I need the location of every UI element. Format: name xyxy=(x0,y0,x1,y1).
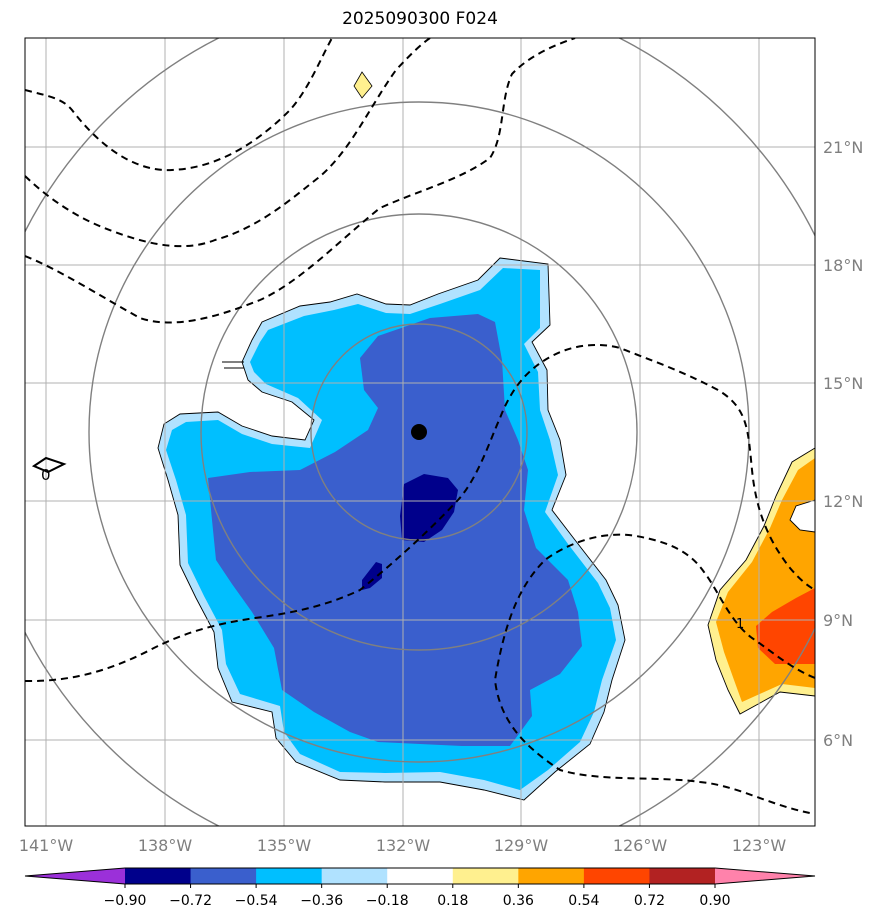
lon-tick-135w: 135°W xyxy=(257,836,312,855)
lat-tick-18n: 18°N xyxy=(823,256,863,275)
colorbar-extend-high xyxy=(715,868,815,884)
lon-tick-141w: 141°W xyxy=(19,836,74,855)
lon-tick-126w: 126°W xyxy=(613,836,668,855)
colorbar-segment xyxy=(518,868,585,884)
anomaly-outline xyxy=(157,257,626,801)
colorbar-tick-label: 0.72 xyxy=(634,893,665,909)
lon-tick-138w: 138°W xyxy=(138,836,193,855)
dashed-contours xyxy=(25,38,815,815)
anomaly-red-orange xyxy=(756,588,815,664)
anomaly-white-hole xyxy=(790,500,815,532)
lat-tick-21n: 21°N xyxy=(823,138,863,157)
colorbar-tick-label: 0.90 xyxy=(699,893,730,909)
graticule xyxy=(25,38,815,826)
colorbar-tick-label: 0.54 xyxy=(568,893,599,909)
colorbar-tick-label: −0.54 xyxy=(235,893,278,909)
colorbar-tick-label: −0.90 xyxy=(104,893,147,909)
range-rings xyxy=(25,38,815,826)
lat-tick-9n: 9°N xyxy=(823,611,853,630)
colorbar-tick-label: 0.18 xyxy=(437,893,468,909)
anomaly-hole-outline xyxy=(789,499,815,533)
lon-tick-123w: 123°W xyxy=(732,836,787,855)
lat-tick-labels: 21°N 18°N 15°N 12°N 9°N 6°N xyxy=(823,138,863,750)
map-title: 2025090300 F024 xyxy=(342,9,498,29)
contour-label-0: 0 xyxy=(41,466,51,484)
lat-tick-6n: 6°N xyxy=(823,731,853,750)
colorbar-tick-label: −0.18 xyxy=(366,893,409,909)
lon-tick-132w: 132°W xyxy=(376,836,431,855)
colorbar-segment xyxy=(321,868,388,884)
colorbar-segment xyxy=(256,868,323,884)
colorbar-segment xyxy=(649,868,716,884)
lat-tick-15n: 15°N xyxy=(823,374,863,393)
colorbar-tick-label: −0.36 xyxy=(300,893,343,909)
anomaly-deep-navy xyxy=(400,474,458,542)
colorbar-segment xyxy=(387,868,454,884)
anomaly-warm-outline xyxy=(707,447,815,715)
colorbar-segment xyxy=(125,868,192,884)
colorbar-extend-low xyxy=(25,868,125,884)
small-anomaly-diamond xyxy=(353,71,373,99)
contour-label-1: 1 xyxy=(736,617,744,632)
lat-tick-12n: 12°N xyxy=(823,492,863,511)
map-content: 0 1 xyxy=(25,38,815,826)
contour-marker-west xyxy=(31,456,67,474)
anomaly-outline-spur xyxy=(222,361,244,369)
lon-tick-129w: 129°W xyxy=(494,836,549,855)
storm-center-marker xyxy=(411,424,427,440)
map-frame xyxy=(24,37,816,827)
anomaly-deep-navy-small xyxy=(362,562,382,590)
colorbar-segment xyxy=(452,868,519,884)
colorbar-segment xyxy=(190,868,257,884)
colorbar: −0.90 −0.72 −0.54 −0.36 −0.18 0.18 0.36 0.54 0.7… xyxy=(24,867,816,909)
lon-tick-labels: 141°W 138°W 135°W 132°W 129°W 126°W 123°… xyxy=(19,836,787,855)
colorbar-tick-label: −0.72 xyxy=(169,893,212,909)
colorbar-tick-label: 0.36 xyxy=(503,893,534,909)
colorbar-segment xyxy=(583,868,650,884)
